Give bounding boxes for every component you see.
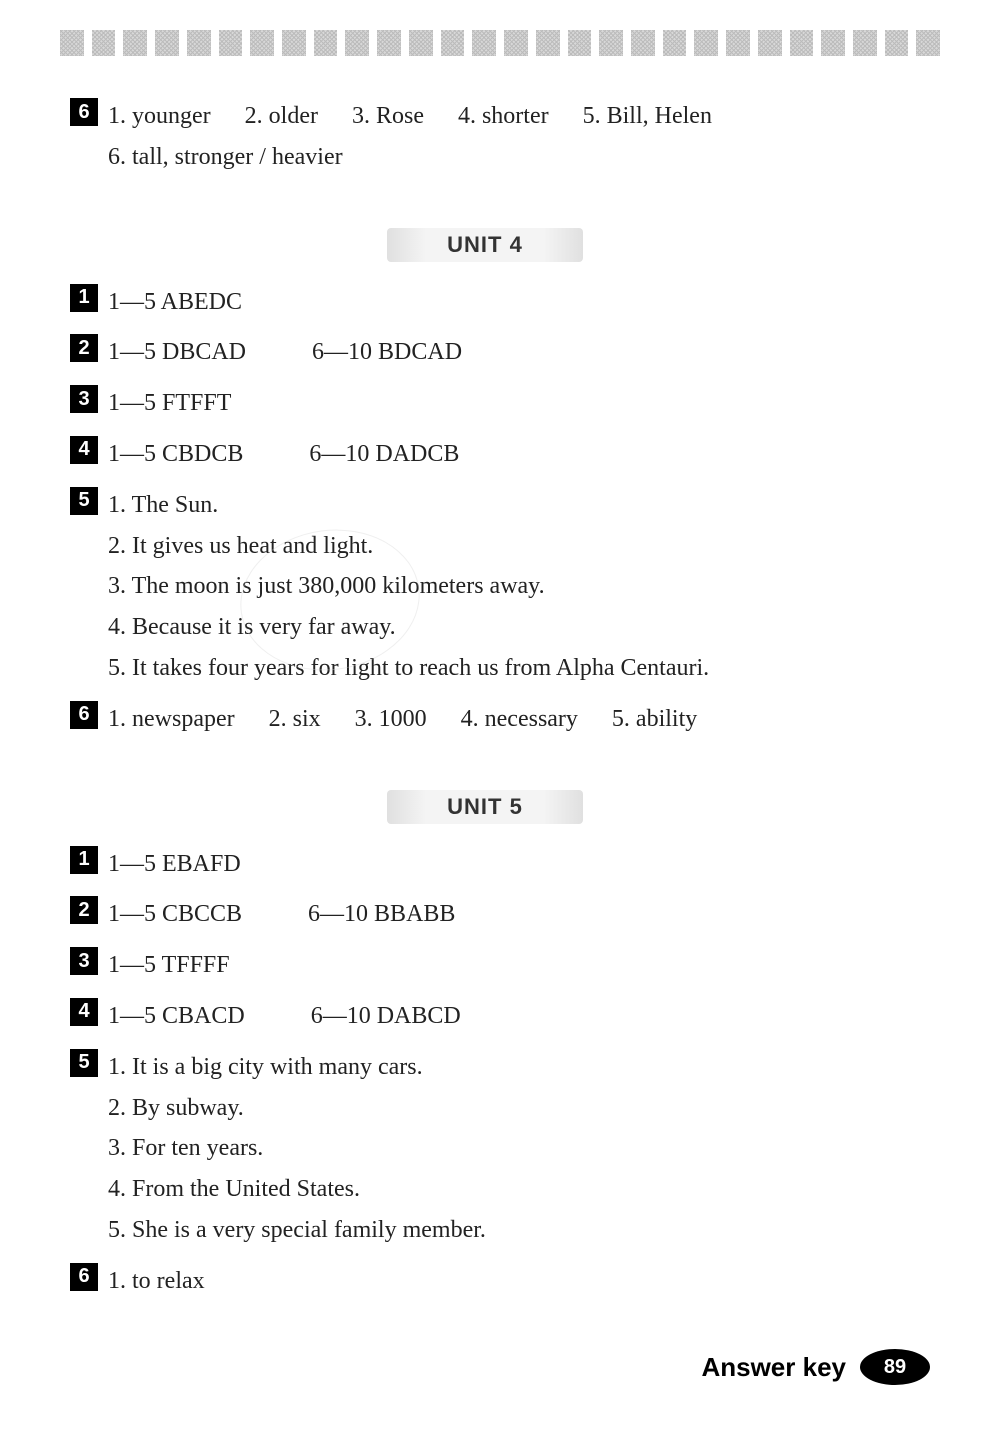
answer-body: 1—5 CBACD 6—10 DABCD bbox=[108, 996, 900, 1037]
answer-block: 2 1—5 DBCAD 6—10 BDCAD bbox=[70, 332, 900, 373]
page-content: 6 1. younger 2. older 3. Rose 4. shorter… bbox=[60, 96, 940, 1302]
answer-body: 1—5 CBCCB 6—10 BBABB bbox=[108, 894, 900, 935]
answer-item: 5. ability bbox=[612, 699, 697, 740]
unit-heading-label: UNIT 5 bbox=[387, 790, 583, 824]
answer-text: 1—5 FTFFT bbox=[108, 390, 231, 416]
answer-item: 5. Bill, Helen bbox=[583, 96, 712, 137]
answer-text: 1—5 EBAFD bbox=[108, 851, 241, 877]
answer-body: 1—5 ABEDC bbox=[108, 282, 900, 323]
question-number-badge: 1 bbox=[70, 284, 98, 312]
answer-line: 5. She is a very special family member. bbox=[108, 1210, 900, 1251]
question-number-badge: 1 bbox=[70, 846, 98, 874]
answer-body: 1. younger 2. older 3. Rose 4. shorter 5… bbox=[108, 96, 900, 178]
answer-block-q6: 6 1. to relax bbox=[70, 1261, 900, 1302]
answer-body: 1—5 FTFFT bbox=[108, 383, 900, 424]
answer-block: 1 1—5 ABEDC bbox=[70, 282, 900, 323]
page-footer: Answer key 89 bbox=[701, 1349, 930, 1385]
unit-heading: UNIT 4 bbox=[70, 228, 900, 262]
answer-line: 5. It takes four years for light to reac… bbox=[108, 648, 900, 689]
unit-heading: UNIT 5 bbox=[70, 790, 900, 824]
answer-line: 3. For ten years. bbox=[108, 1128, 900, 1169]
answer-line: 3. The moon is just 380,000 kilometers a… bbox=[108, 566, 900, 607]
answer-block-q5: 5 1. It is a big city with many cars. 2.… bbox=[70, 1047, 900, 1251]
answer-body: 1. The Sun. 2. It gives us heat and ligh… bbox=[108, 485, 900, 689]
answer-line: 1. The Sun. bbox=[108, 485, 900, 526]
answer-line: 2. By subway. bbox=[108, 1088, 900, 1129]
answer-block-q5: 5 1. The Sun. 2. It gives us heat and li… bbox=[70, 485, 900, 689]
answer-body: 1—5 DBCAD 6—10 BDCAD bbox=[108, 332, 900, 373]
answer-block-q6: 6 1. newspaper 2. six 3. 1000 4. necessa… bbox=[70, 699, 900, 740]
answer-item: 2. six bbox=[269, 699, 321, 740]
answer-item: 1. newspaper bbox=[108, 699, 235, 740]
question-number-badge: 6 bbox=[70, 98, 98, 126]
answer-body: 1. It is a big city with many cars. 2. B… bbox=[108, 1047, 900, 1251]
answer-text: 1—5 TFFFF bbox=[108, 952, 230, 978]
answer-item: 4. shorter bbox=[458, 96, 549, 137]
answer-body: 1—5 TFFFF bbox=[108, 945, 900, 986]
answer-line: 6. tall, stronger / heavier bbox=[108, 137, 900, 178]
unit-heading-label: UNIT 4 bbox=[387, 228, 583, 262]
answer-line: 1. younger 2. older 3. Rose 4. shorter 5… bbox=[108, 96, 900, 137]
answer-block: 4 1—5 CBACD 6—10 DABCD bbox=[70, 996, 900, 1037]
question-number-badge: 4 bbox=[70, 998, 98, 1026]
answer-body: 1—5 EBAFD bbox=[108, 844, 900, 885]
answer-block: 1 1—5 EBAFD bbox=[70, 844, 900, 885]
answer-block: 3 1—5 TFFFF bbox=[70, 945, 900, 986]
footer-label: Answer key bbox=[701, 1352, 846, 1383]
question-number-badge: 2 bbox=[70, 334, 98, 362]
answer-text: 1—5 CBDCB bbox=[108, 441, 243, 467]
answer-block: 3 1—5 FTFFT bbox=[70, 383, 900, 424]
answer-block: 2 1—5 CBCCB 6—10 BBABB bbox=[70, 894, 900, 935]
answer-text: 6—10 BDCAD bbox=[312, 332, 462, 373]
answer-item: 2. older bbox=[245, 96, 318, 137]
answer-line: 4. From the United States. bbox=[108, 1169, 900, 1210]
question-number-badge: 6 bbox=[70, 1263, 98, 1291]
answer-text: 1—5 ABEDC bbox=[108, 289, 242, 315]
answer-text: 1—5 CBACD bbox=[108, 1003, 245, 1029]
question-number-badge: 3 bbox=[70, 385, 98, 413]
answer-body: 1. to relax bbox=[108, 1261, 900, 1302]
answer-item: 3. 1000 bbox=[355, 699, 427, 740]
answer-text: 6—10 BBABB bbox=[308, 894, 455, 935]
question-number-badge: 5 bbox=[70, 487, 98, 515]
answer-block: 4 1—5 CBDCB 6—10 DADCB bbox=[70, 434, 900, 475]
answer-text: 1—5 DBCAD bbox=[108, 339, 246, 365]
answer-text: 1—5 CBCCB bbox=[108, 901, 242, 927]
answer-line: 1. It is a big city with many cars. bbox=[108, 1047, 900, 1088]
answer-body: 1. newspaper 2. six 3. 1000 4. necessary… bbox=[108, 699, 900, 740]
answer-item: 4. necessary bbox=[461, 699, 578, 740]
answer-block-top-6: 6 1. younger 2. older 3. Rose 4. shorter… bbox=[70, 96, 900, 178]
answer-item: 1. younger bbox=[108, 96, 211, 137]
question-number-badge: 2 bbox=[70, 896, 98, 924]
answer-line: 2. It gives us heat and light. bbox=[108, 526, 900, 567]
page-number-badge: 89 bbox=[860, 1349, 930, 1385]
question-number-badge: 4 bbox=[70, 436, 98, 464]
answer-body: 1—5 CBDCB 6—10 DADCB bbox=[108, 434, 900, 475]
answer-item: 1. to relax bbox=[108, 1261, 205, 1302]
question-number-badge: 5 bbox=[70, 1049, 98, 1077]
answer-line: 4. Because it is very far away. bbox=[108, 607, 900, 648]
answer-text: 6—10 DADCB bbox=[309, 434, 459, 475]
answer-item: 3. Rose bbox=[352, 96, 424, 137]
decorative-top-border bbox=[60, 30, 940, 56]
answer-text: 6—10 DABCD bbox=[311, 996, 461, 1037]
question-number-badge: 6 bbox=[70, 701, 98, 729]
question-number-badge: 3 bbox=[70, 947, 98, 975]
